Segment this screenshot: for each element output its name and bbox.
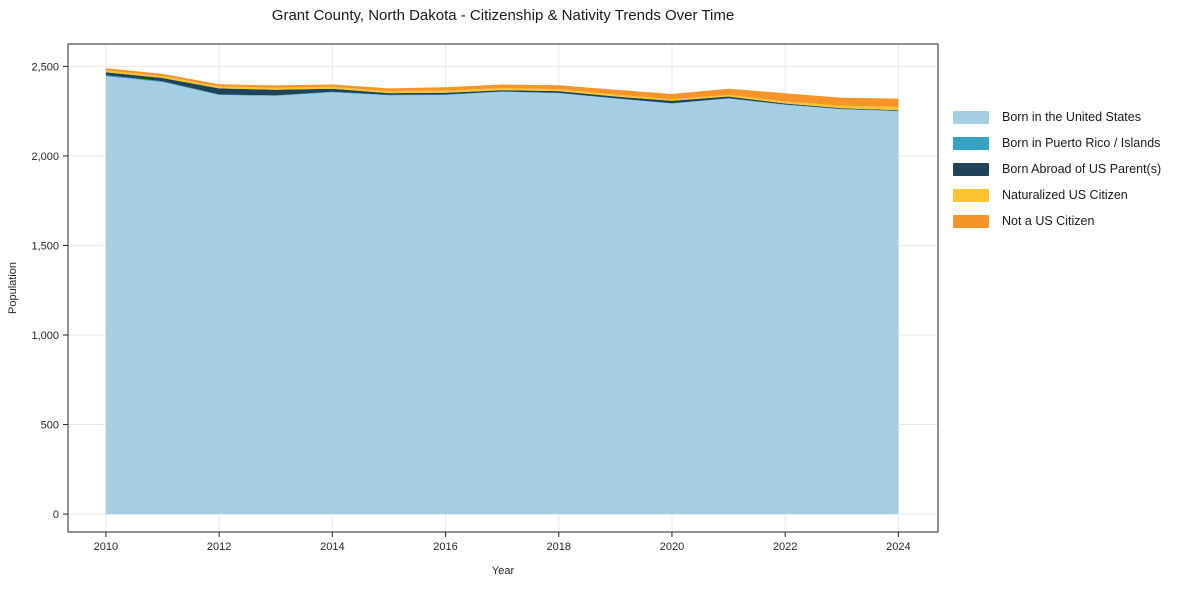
chart-legend: Born in the United States Born in Puerto… bbox=[953, 104, 1161, 234]
y-tick-label: 1,500 bbox=[31, 240, 59, 252]
legend-item-born-us: Born in the United States bbox=[953, 104, 1161, 130]
legend-swatch-not-citizen bbox=[953, 214, 989, 228]
x-tick-label: 2018 bbox=[547, 541, 571, 553]
x-tick-label: 2022 bbox=[773, 541, 797, 553]
y-tick-label: 500 bbox=[41, 420, 59, 432]
legend-swatch-born-us bbox=[953, 110, 989, 124]
x-axis-label: Year bbox=[491, 565, 515, 577]
area-born-abroad-of-us-parent-s bbox=[105, 72, 899, 111]
legend-item-born-abroad: Born Abroad of US Parent(s) bbox=[953, 156, 1161, 182]
legend-label: Born Abroad of US Parent(s) bbox=[1002, 162, 1162, 176]
legend-item-not-citizen: Not a US Citizen bbox=[953, 208, 1161, 234]
area-born-in-the-united-states bbox=[105, 76, 899, 515]
x-tick-label: 2010 bbox=[94, 541, 118, 553]
y-tick-label: 2,500 bbox=[31, 61, 59, 73]
y-tick-label: 1,000 bbox=[31, 330, 59, 342]
legend-swatch-naturalized bbox=[953, 188, 989, 202]
plot-frame bbox=[67, 43, 939, 533]
legend-label: Not a US Citizen bbox=[1002, 214, 1095, 228]
y-tick-label: 2,000 bbox=[31, 151, 59, 163]
x-tick-label: 2024 bbox=[886, 541, 910, 553]
legend-label: Naturalized US Citizen bbox=[1002, 188, 1128, 202]
x-tick-label: 2020 bbox=[660, 541, 684, 553]
legend-label: Born in Puerto Rico / Islands bbox=[1002, 136, 1161, 150]
legend-swatch-born-abroad bbox=[953, 162, 989, 176]
area-naturalized-us-citizen bbox=[105, 70, 899, 111]
legend-item-naturalized: Naturalized US Citizen bbox=[953, 182, 1161, 208]
area-not-a-us-citizen bbox=[105, 68, 899, 107]
x-tick-label: 2012 bbox=[207, 541, 231, 553]
x-tick-label: 2014 bbox=[320, 541, 344, 553]
y-axis-label: Population bbox=[7, 262, 19, 314]
chart-title: Grant County, North Dakota - Citizenship… bbox=[271, 7, 735, 24]
legend-label: Born in the United States bbox=[1002, 110, 1141, 124]
legend-item-puerto-rico: Born in Puerto Rico / Islands bbox=[953, 130, 1161, 156]
y-tick-label: 0 bbox=[53, 509, 59, 521]
legend-swatch-puerto-rico bbox=[953, 136, 989, 150]
x-tick-label: 2016 bbox=[433, 541, 457, 553]
